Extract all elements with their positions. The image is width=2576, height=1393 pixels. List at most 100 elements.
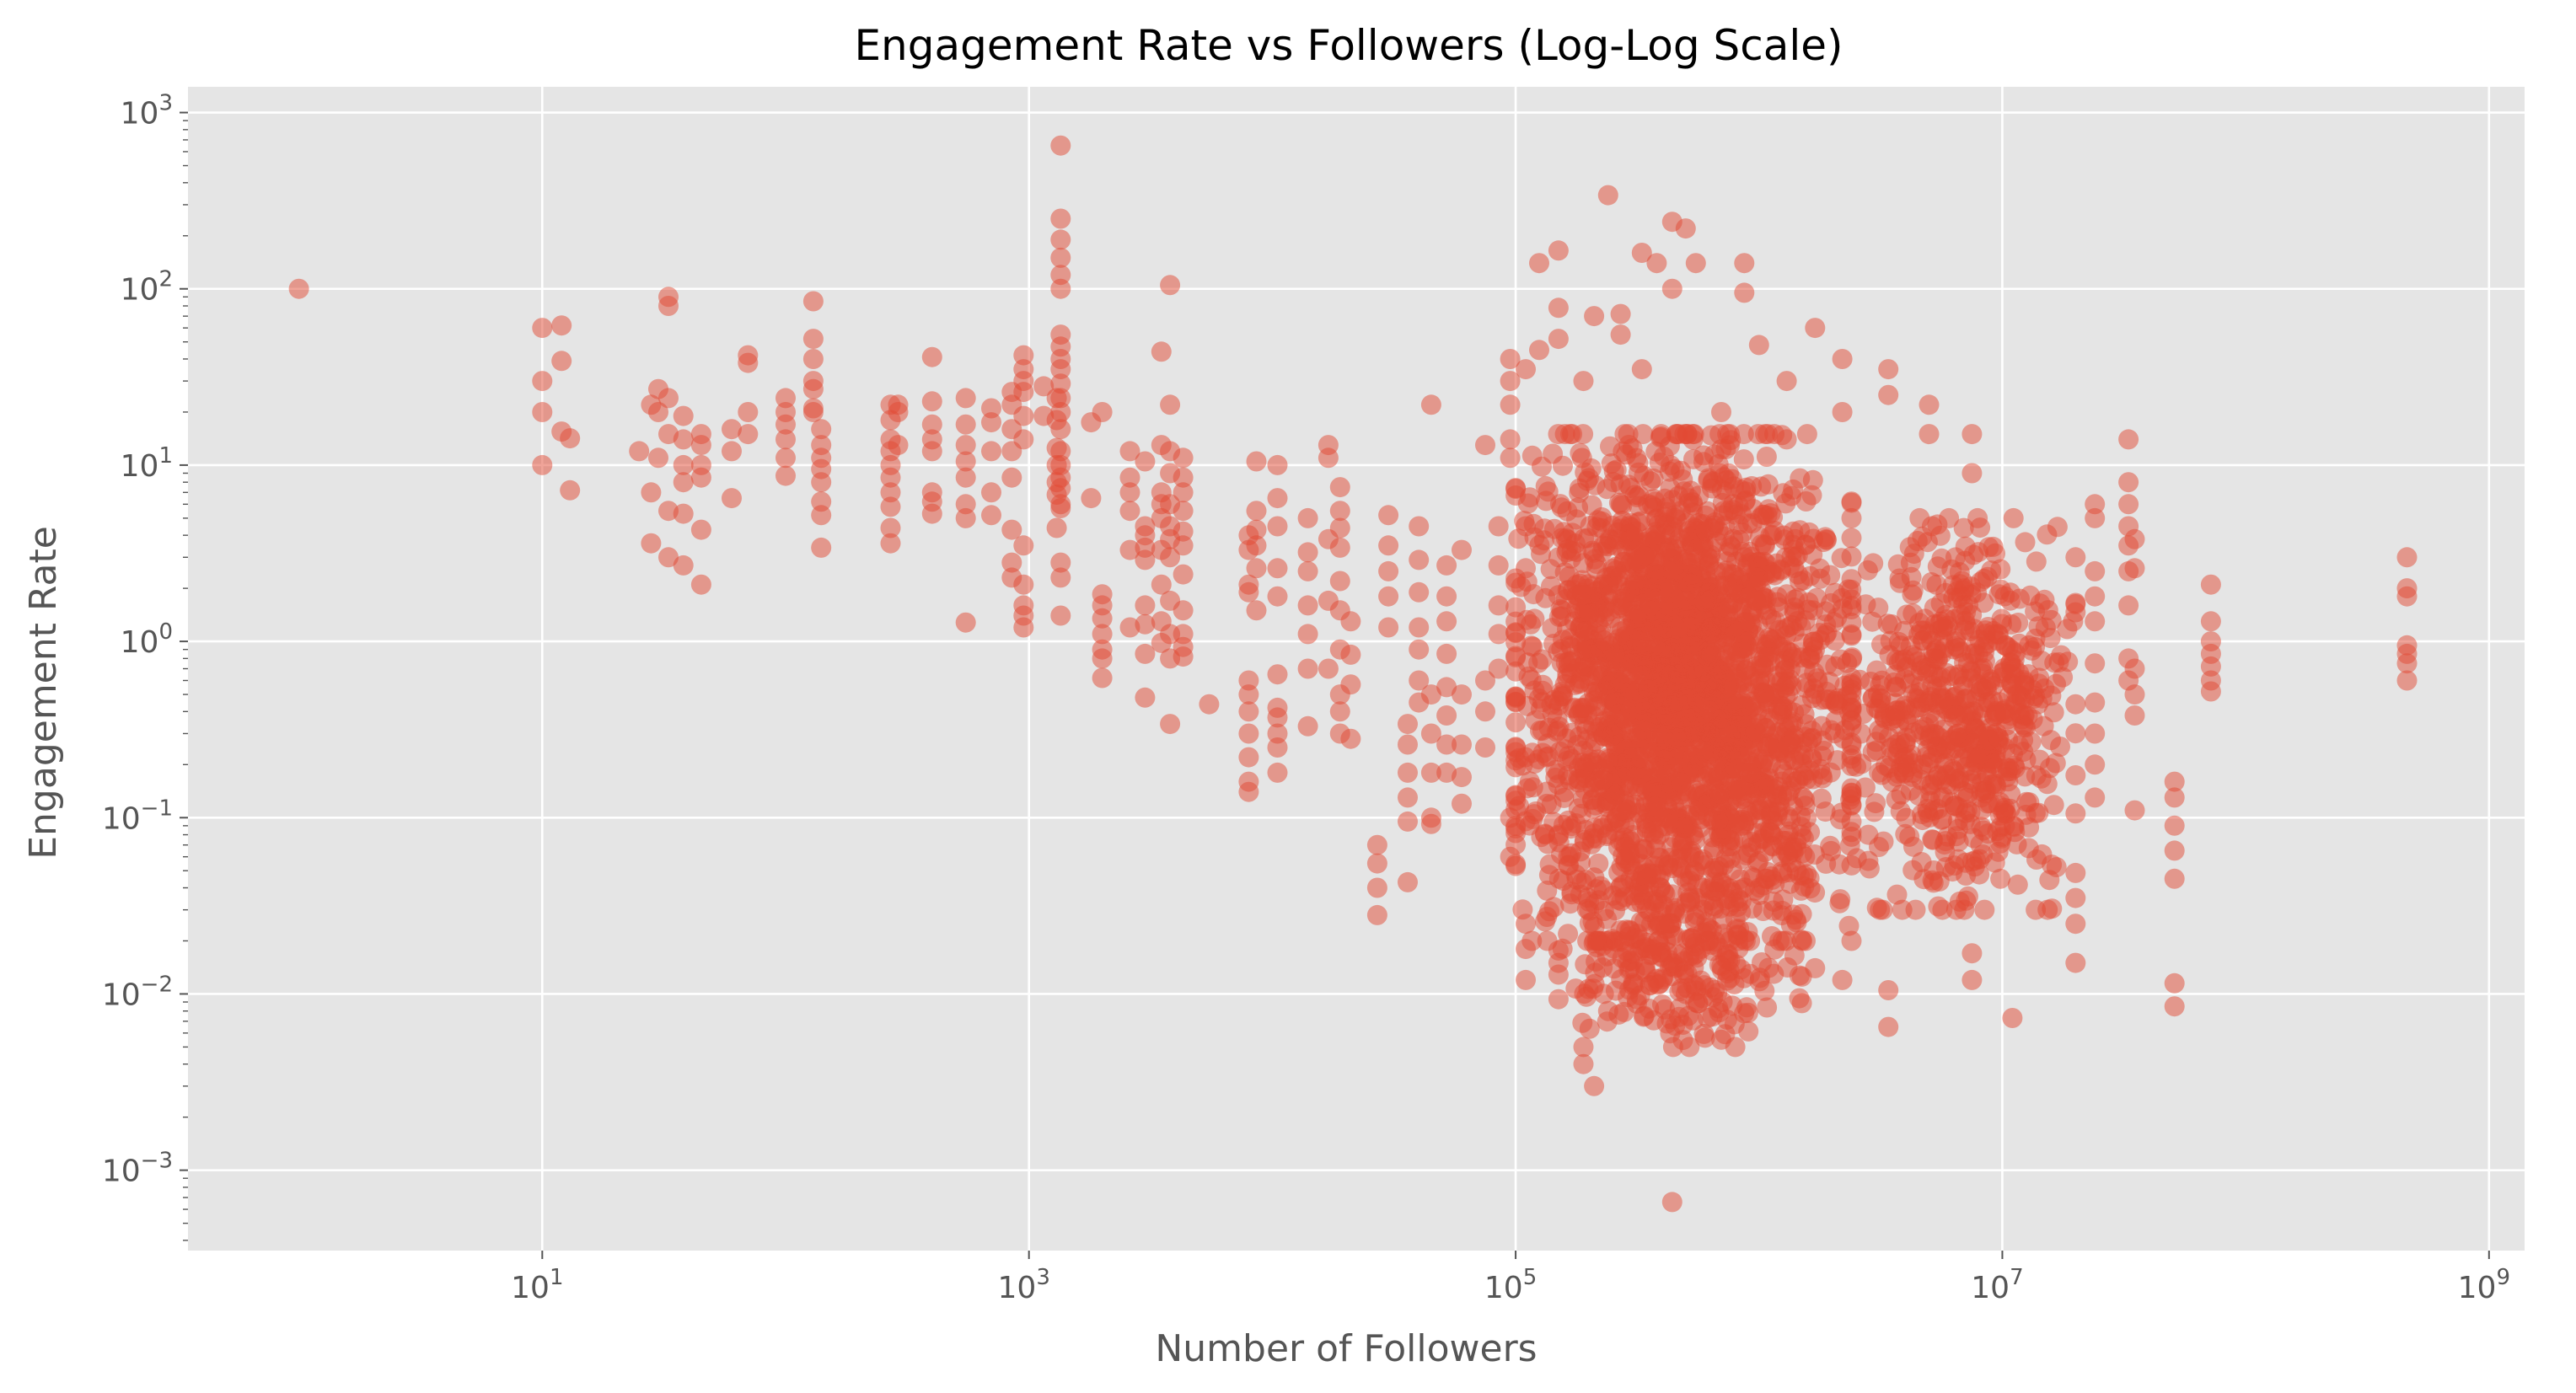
data-point bbox=[1763, 963, 1784, 984]
data-point bbox=[1909, 697, 1930, 718]
data-point bbox=[1603, 472, 1624, 493]
data-point bbox=[1945, 731, 1966, 752]
data-point bbox=[1151, 574, 1172, 595]
data-point bbox=[1991, 608, 2012, 630]
data-point bbox=[1557, 619, 1577, 640]
data-point bbox=[1841, 546, 1862, 567]
data-point bbox=[2058, 651, 2079, 672]
data-point bbox=[1966, 849, 1987, 871]
data-point bbox=[1607, 889, 1629, 910]
data-point bbox=[1436, 586, 1457, 607]
data-point bbox=[738, 424, 759, 445]
data-point bbox=[1795, 658, 1816, 679]
data-point bbox=[1602, 773, 1622, 794]
data-point bbox=[1267, 737, 1288, 758]
data-point bbox=[1329, 571, 1350, 592]
data-point bbox=[1878, 726, 1899, 747]
data-point bbox=[1850, 723, 1871, 744]
data-point bbox=[2065, 952, 2086, 973]
data-point bbox=[1586, 559, 1607, 580]
data-point bbox=[673, 454, 694, 475]
data-point bbox=[2037, 524, 2058, 545]
data-point bbox=[1420, 394, 1441, 415]
data-point bbox=[1832, 349, 1853, 369]
data-point bbox=[1524, 680, 1545, 701]
data-point bbox=[1642, 600, 1662, 621]
data-point bbox=[2065, 694, 2086, 715]
data-point bbox=[1738, 1021, 1759, 1042]
data-point bbox=[1919, 729, 1940, 750]
data-point bbox=[1650, 877, 1672, 898]
data-point bbox=[1967, 747, 1988, 769]
plot-area bbox=[188, 87, 2525, 1251]
data-point bbox=[1538, 833, 1559, 855]
data-point bbox=[1551, 497, 1572, 518]
data-point bbox=[2000, 784, 2021, 805]
data-point bbox=[1736, 844, 1756, 865]
data-point bbox=[2085, 507, 2106, 528]
data-point bbox=[1297, 624, 1318, 645]
data-point bbox=[811, 505, 832, 526]
data-point bbox=[1733, 449, 1754, 470]
data-point bbox=[1601, 453, 1622, 474]
data-point bbox=[2164, 972, 2185, 994]
data-point bbox=[1556, 728, 1577, 749]
data-point bbox=[1932, 899, 1953, 920]
data-point bbox=[2118, 595, 2139, 616]
data-point bbox=[1776, 371, 1797, 392]
data-point bbox=[1591, 817, 1613, 838]
data-point bbox=[1500, 429, 1521, 450]
data-point bbox=[1878, 1016, 1899, 1037]
data-point bbox=[2004, 822, 2026, 843]
data-point bbox=[1665, 1015, 1686, 1037]
data-point bbox=[2396, 653, 2418, 674]
data-point bbox=[1420, 684, 1441, 705]
data-point bbox=[1238, 723, 1259, 744]
data-point bbox=[1791, 903, 1812, 924]
data-point bbox=[1756, 554, 1777, 574]
data-point bbox=[1329, 477, 1350, 498]
data-point bbox=[1593, 630, 1614, 651]
data-point bbox=[2200, 681, 2221, 702]
data-point bbox=[1902, 603, 1924, 624]
data-point bbox=[1267, 454, 1288, 475]
data-point bbox=[1013, 429, 1034, 450]
data-point bbox=[1597, 908, 1618, 930]
data-point bbox=[1050, 135, 1071, 156]
data-point bbox=[2118, 494, 2139, 515]
data-point bbox=[1846, 848, 1867, 869]
data-point bbox=[629, 441, 650, 462]
data-point bbox=[1589, 657, 1610, 678]
data-point bbox=[1858, 824, 1879, 845]
data-point bbox=[1786, 860, 1807, 881]
data-point bbox=[1881, 614, 1902, 635]
data-point bbox=[1135, 643, 1156, 664]
data-point bbox=[1962, 424, 1983, 445]
data-point bbox=[1629, 780, 1650, 801]
data-point bbox=[1933, 617, 1954, 638]
data-point bbox=[1910, 676, 1931, 696]
data-point bbox=[955, 388, 976, 409]
data-point bbox=[1633, 424, 1654, 445]
data-point bbox=[2085, 692, 2106, 713]
data-point bbox=[1246, 600, 1267, 621]
data-point bbox=[2164, 840, 2185, 861]
data-point bbox=[1420, 723, 1441, 744]
data-point bbox=[1954, 899, 1975, 920]
data-point bbox=[1050, 208, 1071, 229]
data-point bbox=[1452, 539, 1472, 560]
data-point bbox=[1238, 670, 1259, 691]
data-point bbox=[1682, 424, 1704, 445]
data-point bbox=[921, 503, 942, 524]
data-point bbox=[1552, 938, 1573, 959]
data-point bbox=[1500, 447, 1521, 469]
data-point bbox=[1515, 811, 1536, 832]
x-tick-label: 109 bbox=[2458, 1265, 2510, 1305]
data-point bbox=[2164, 787, 2185, 808]
data-point bbox=[1987, 821, 2008, 842]
data-point bbox=[1050, 359, 1071, 380]
data-point bbox=[2014, 670, 2034, 691]
data-point bbox=[2085, 586, 2106, 607]
data-point bbox=[1832, 402, 1853, 422]
data-point bbox=[1947, 818, 1968, 839]
